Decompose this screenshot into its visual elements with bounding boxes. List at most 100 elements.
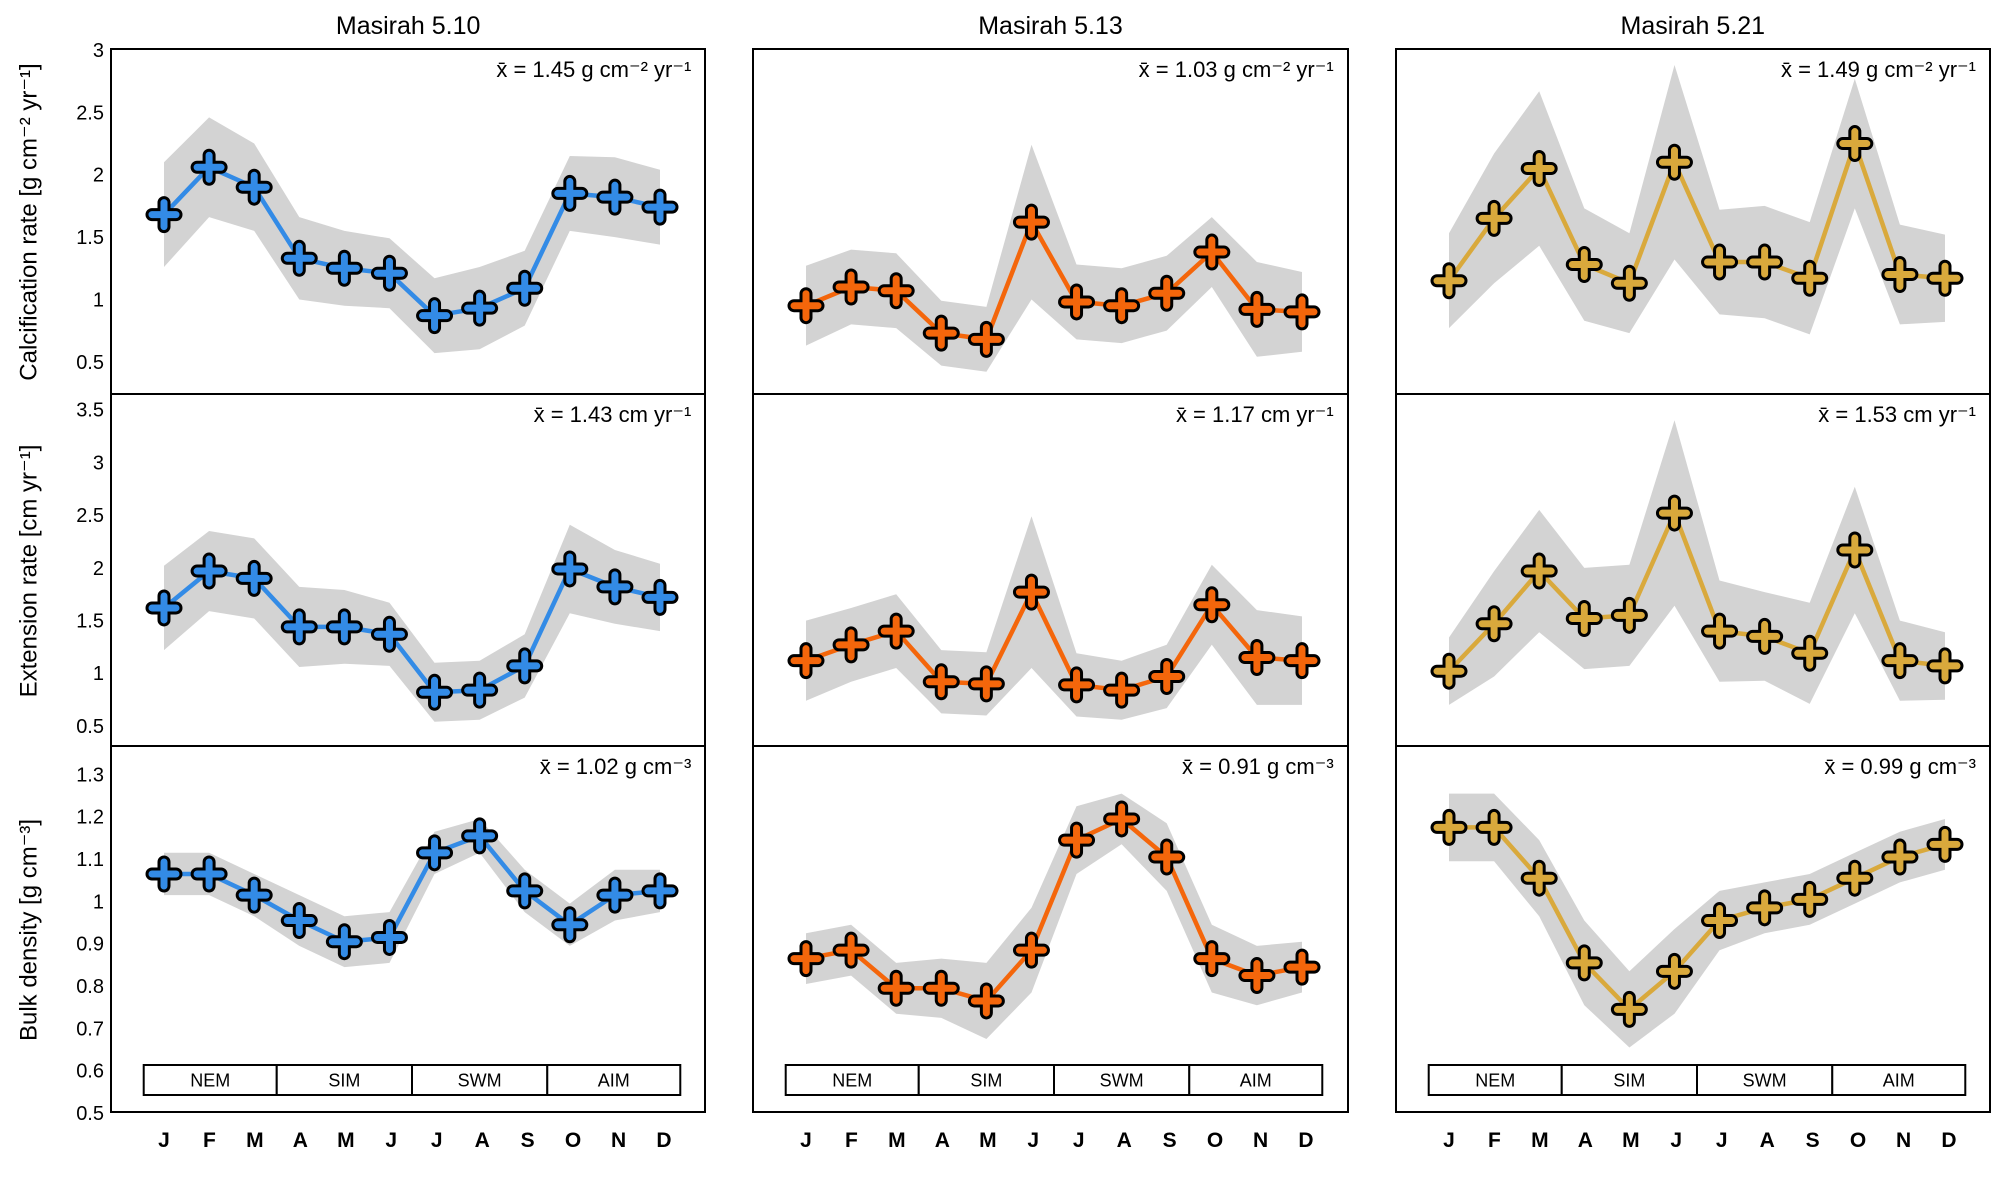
marker-cross bbox=[881, 972, 913, 1004]
marker-cross bbox=[509, 875, 541, 907]
marker-cross bbox=[1748, 620, 1780, 652]
y-tick-label: 1.1 bbox=[76, 849, 104, 871]
season-box bbox=[546, 1064, 682, 1096]
season-label: NEM bbox=[1475, 1071, 1515, 1091]
marker-cross bbox=[644, 875, 676, 907]
season-box bbox=[411, 1064, 549, 1096]
marker-cross bbox=[1838, 128, 1870, 160]
month-label: F bbox=[203, 1129, 216, 1152]
marker-cross bbox=[1241, 642, 1273, 673]
column-title: Masirah 5.13 bbox=[752, 4, 1348, 48]
marker-cross bbox=[881, 615, 913, 647]
month-label: M bbox=[1622, 1129, 1640, 1152]
marker-cross bbox=[1884, 841, 1916, 873]
month-label: N bbox=[1896, 1129, 1911, 1152]
marker-cross bbox=[1613, 267, 1645, 299]
season-box bbox=[142, 1064, 278, 1096]
marker-cross bbox=[419, 837, 451, 869]
panel-plot: NEM SIM SWM AIM bbox=[142, 817, 682, 1096]
month-label: J bbox=[385, 1129, 397, 1152]
marker-cross bbox=[1613, 599, 1645, 631]
column-title-text: Masirah 5.13 bbox=[978, 11, 1123, 40]
marker-cross bbox=[238, 562, 270, 594]
uncertainty-band bbox=[164, 524, 660, 722]
y-tick-label: 2 bbox=[93, 558, 104, 580]
panel: NEM SIM SWM AIM x̄ = 1.02 g cm⁻³ bbox=[110, 745, 707, 1113]
data-line bbox=[1447, 510, 1945, 673]
y-tick-label: 3.5 bbox=[76, 400, 104, 422]
mean-annotation: x̄ = 0.99 g cm⁻³ bbox=[1824, 754, 1976, 779]
month-label: F bbox=[1488, 1129, 1501, 1152]
marker-cross bbox=[1748, 892, 1780, 924]
marker-cross bbox=[1929, 828, 1961, 860]
season-box bbox=[1830, 1064, 1966, 1096]
month-label: A bbox=[1577, 1129, 1592, 1152]
y-tick-label: 3 bbox=[93, 40, 104, 62]
season-label: SIM bbox=[328, 1071, 360, 1091]
marker-cross bbox=[283, 611, 315, 643]
marker-cross bbox=[835, 271, 867, 303]
marker-cross bbox=[1568, 947, 1600, 979]
season-box bbox=[1560, 1064, 1698, 1096]
data-line bbox=[1446, 141, 1945, 286]
season-label: NEM bbox=[190, 1071, 230, 1091]
mean-annotation: x̄ = 1.49 g cm⁻² yr⁻¹ bbox=[1780, 57, 1976, 82]
month-label: O bbox=[1850, 1129, 1866, 1152]
y-ticks: 3.5 3 2.5 2 1.5 1 0.5 bbox=[76, 400, 104, 738]
marker-cross bbox=[790, 290, 822, 322]
marker-cross bbox=[971, 323, 1003, 355]
marker-cross bbox=[554, 553, 586, 585]
column-title: Masirah 5.21 bbox=[1395, 4, 1991, 48]
marker-cross bbox=[1478, 608, 1510, 640]
y-ticks: 3 2.5 2 1.5 1 0.5 bbox=[76, 40, 104, 374]
marker-cross bbox=[1286, 951, 1318, 983]
chart-row: Extension rate [cm yr⁻¹] 3.5 3 2.5 2 1.5 1 0.5 x… bbox=[6, 393, 1991, 747]
marker-cross bbox=[1241, 960, 1273, 992]
marker-cross bbox=[1478, 202, 1510, 234]
uncertainty-band bbox=[806, 793, 1303, 1039]
marker-cross bbox=[238, 879, 270, 911]
marker-cross bbox=[1433, 655, 1465, 687]
y-axis-label: Calcification rate [g cm⁻² yr⁻¹] bbox=[6, 48, 52, 395]
season-label: SWM bbox=[1100, 1071, 1144, 1091]
marker-cross bbox=[599, 181, 631, 213]
y-tick-label: 1.3 bbox=[76, 764, 104, 786]
title-row: Masirah 5.10 Masirah 5.13 Masirah 5.21 bbox=[6, 4, 1991, 48]
mean-annotation: x̄ = 1.45 g cm⁻² yr⁻¹ bbox=[496, 57, 692, 82]
panel: x̄ = 1.45 g cm⁻² yr⁻¹ bbox=[110, 48, 707, 395]
marker-cross bbox=[193, 151, 225, 183]
marker-cross bbox=[328, 252, 360, 284]
data-point-markers bbox=[145, 148, 679, 335]
panel: x̄ = 1.49 g cm⁻² yr⁻¹ bbox=[1394, 48, 1991, 395]
marker-cross bbox=[1151, 277, 1183, 309]
season-box bbox=[1188, 1064, 1324, 1096]
season-label: SIM bbox=[971, 1071, 1003, 1091]
month-label: J bbox=[1073, 1129, 1085, 1152]
marker-cross bbox=[1196, 943, 1228, 975]
month-label: D bbox=[1941, 1129, 1956, 1152]
season-box bbox=[1427, 1064, 1563, 1096]
marker-cross bbox=[1433, 811, 1465, 843]
month-label: J bbox=[800, 1129, 812, 1152]
marker-cross bbox=[926, 317, 958, 349]
marker-cross bbox=[1286, 645, 1318, 677]
marker-cross bbox=[1286, 296, 1318, 328]
month-label: O bbox=[1207, 1129, 1223, 1152]
marker-cross bbox=[1884, 259, 1916, 291]
y-tick-label: 0.5 bbox=[76, 1103, 104, 1125]
data-point-markers bbox=[1430, 494, 1964, 690]
panel-plot bbox=[145, 524, 679, 722]
panel: NEM SIM SWM AIM x̄ = 0.99 g cm⁻³ bbox=[1394, 745, 1991, 1113]
y-axis-label-text: Extension rate [cm yr⁻¹] bbox=[15, 444, 43, 698]
panel: x̄ = 1.17 cm yr⁻¹ bbox=[752, 393, 1349, 747]
month-label: S bbox=[1163, 1129, 1177, 1152]
data-point-markers bbox=[145, 817, 679, 961]
uncertainty-band bbox=[164, 117, 660, 354]
y-tick-label: 1 bbox=[93, 663, 104, 685]
uncertainty-band bbox=[1448, 420, 1945, 705]
marker-cross bbox=[1793, 262, 1825, 294]
marker-cross bbox=[1929, 262, 1961, 294]
marker-cross bbox=[1061, 286, 1093, 318]
